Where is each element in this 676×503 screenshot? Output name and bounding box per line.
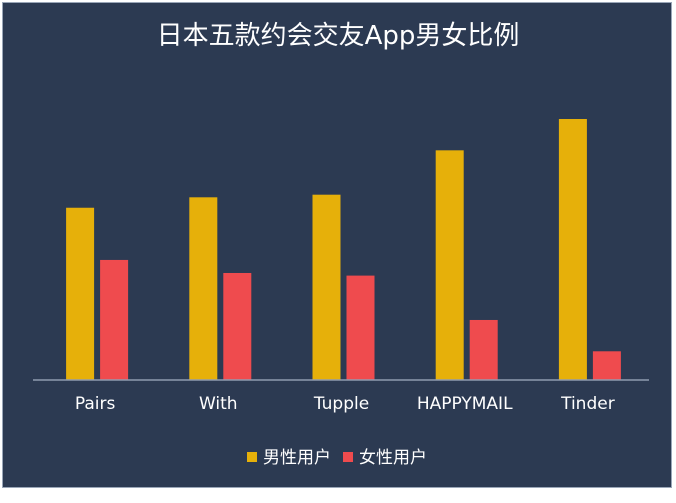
x-tick-label-tinder: Tinder (560, 394, 615, 414)
legend-label-male: 男性用户 (263, 448, 331, 468)
bar-female-pairs (100, 259, 129, 380)
bar-female-happymail (469, 319, 498, 380)
bar-female-tinder (592, 351, 621, 380)
bar-male-tinder (558, 119, 587, 380)
chart-title: 日本五款约会交友App男女比例 (157, 21, 520, 51)
legend-swatch-male (247, 452, 257, 462)
bar-male-pairs (66, 207, 95, 380)
bars-layer (66, 119, 621, 380)
bar-female-tupple (346, 275, 375, 380)
x-tick-labels: Pairs With Tupple HAPPYMAIL Tinder (75, 394, 615, 414)
x-tick-label-happymail: HAPPYMAIL (417, 394, 513, 414)
bar-female-with (223, 272, 252, 380)
bar-male-tupple (312, 194, 341, 380)
bar-male-with (189, 197, 218, 380)
x-tick-label-with: With (199, 394, 238, 414)
legend: 男性用户 女性用户 (247, 448, 427, 468)
x-tick-label-tupple: Tupple (313, 394, 369, 414)
x-tick-label-pairs: Pairs (75, 394, 116, 414)
legend-label-female: 女性用户 (359, 448, 427, 468)
bar-male-happymail (435, 150, 464, 380)
legend-swatch-female (343, 452, 353, 462)
